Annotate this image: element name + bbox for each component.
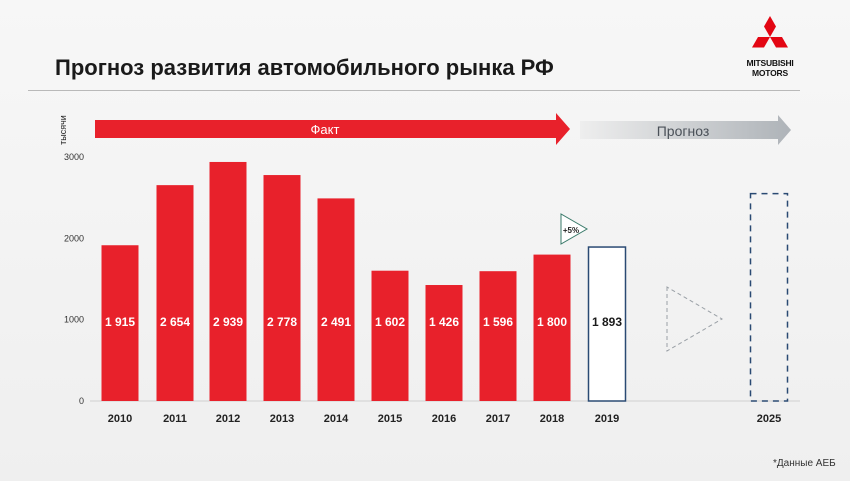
x-tick-label-2011: 2011: [163, 413, 187, 425]
bar-value-label-2014: 2 491: [321, 315, 351, 329]
x-tick-label-2018: 2018: [540, 413, 564, 425]
bar-2018: [533, 254, 571, 401]
y-axis-ticks: 0 1000 2000 3000: [64, 152, 84, 406]
bar-value-label-2018: 1 800: [537, 315, 567, 329]
bar-2011: [156, 185, 194, 401]
forecast-triangle-icon: [666, 286, 723, 352]
bar-value-label-2016: 1 426: [429, 315, 459, 329]
bar-value-label-2011: 2 654: [160, 315, 190, 329]
bar-2014: [317, 198, 355, 401]
forecast-arrow: Прогноз: [580, 115, 791, 145]
y-axis-label: тысячи: [58, 115, 68, 145]
fact-arrow-label: Факт: [311, 122, 340, 137]
x-tick-label-2019: 2019: [595, 413, 619, 425]
bar-2012: [209, 161, 247, 401]
logo-text-line2: MOTORS: [752, 68, 788, 78]
bar-value-label-2019: 1 893: [592, 315, 622, 329]
x-tick-label-2025: 2025: [757, 413, 781, 425]
bar-2013: [263, 175, 301, 401]
bar-2010: [101, 245, 139, 401]
x-tick-label-2017: 2017: [486, 413, 510, 425]
bar-value-label-2010: 1 915: [105, 315, 135, 329]
y-tick-label: 0: [79, 396, 84, 406]
x-tick-label-2015: 2015: [378, 413, 402, 425]
x-tick-label-2016: 2016: [432, 413, 456, 425]
bar-2015: [371, 270, 409, 401]
bar-value-label-2015: 1 602: [375, 315, 405, 329]
bar-value-label-2017: 1 596: [483, 315, 513, 329]
mitsubishi-logo: MITSUBISHI MOTORS: [735, 14, 805, 82]
x-tick-label-2013: 2013: [270, 413, 294, 425]
bar-2016: [425, 285, 463, 401]
growth-badge-label: +5%: [563, 226, 579, 235]
source-footnote: *Данные АЕБ: [773, 458, 836, 469]
title-divider: [28, 90, 800, 91]
x-tick-label-2014: 2014: [324, 413, 349, 425]
growth-badge: +5%: [560, 213, 589, 245]
x-tick-label-2010: 2010: [108, 413, 132, 425]
logo-text-line1: MITSUBISHI: [746, 58, 794, 68]
forecast-arrow-label: Прогноз: [657, 123, 710, 139]
three-diamonds-icon: [752, 16, 788, 48]
y-tick-label: 3000: [64, 152, 84, 162]
x-tick-label-2012: 2012: [216, 413, 240, 425]
page-title: Прогноз развития автомобильного рынка РФ: [55, 55, 554, 80]
bar-value-label-2012: 2 939: [213, 315, 243, 329]
bar-2019: [587, 246, 627, 402]
y-tick-label: 2000: [64, 233, 84, 243]
y-tick-label: 1000: [64, 315, 84, 325]
fact-arrow: Факт: [95, 113, 570, 145]
bar-value-label-2013: 2 778: [267, 315, 297, 329]
bars-group: 1 915 2010 2 654 2011 2 939 2012 2 778 2013 2 49…: [101, 161, 789, 425]
bar-2017: [479, 271, 517, 401]
bar-2025: [749, 192, 789, 402]
